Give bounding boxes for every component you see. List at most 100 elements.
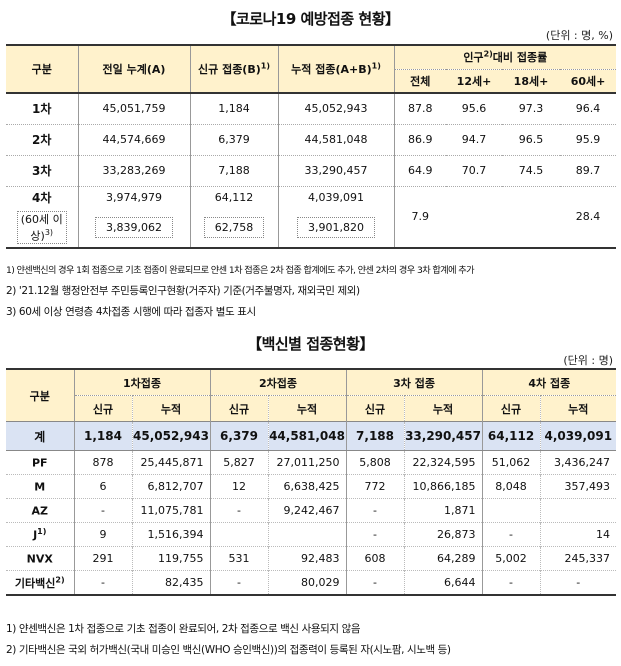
cell: 5,827 <box>209 450 269 475</box>
cell <box>539 498 617 523</box>
row-label: J1) <box>6 522 74 547</box>
header-dose-4: 4차 접종 <box>481 368 617 396</box>
cell: 119,755 <box>131 546 211 571</box>
header-cumulative: 누적 접종(A+B)1) <box>277 44 394 94</box>
row-label: AZ <box>6 498 74 523</box>
cell-r60: 95.9 <box>560 123 617 155</box>
row-label: 기타백신2) <box>6 570 74 596</box>
cell <box>209 522 269 547</box>
cell: 7,188 <box>345 421 405 451</box>
cell-r12: 70.7 <box>446 154 502 186</box>
cell-prev: 33,283,269 <box>77 154 190 186</box>
cell-r18: 74.5 <box>502 154 560 186</box>
cell: 772 <box>345 474 405 499</box>
cell: 3,436,247 <box>539 450 617 475</box>
cell: 6,379 <box>209 421 269 451</box>
cell: 531 <box>209 546 269 571</box>
cell <box>481 498 541 523</box>
cell: 9 <box>73 522 132 547</box>
header-ratio-60: 60세+ <box>560 68 617 94</box>
cell-cum: 44,581,048 <box>277 123 394 155</box>
cell: 1,871 <box>403 498 483 523</box>
note-2: 2) '21.12월 행정안전부 주민등록인구현황(거주자) 기준(거주불명자,… <box>6 285 360 297</box>
cell: 64,289 <box>403 546 483 571</box>
row-label: 4차 <box>6 185 78 208</box>
cell: 11,075,781 <box>131 498 211 523</box>
header-dose-1: 1차접종 <box>73 368 211 396</box>
cell: 33,290,457 <box>403 421 483 451</box>
cell: 14 <box>539 522 617 547</box>
cell: 22,324,595 <box>403 450 483 475</box>
vaccine-type-title: 【백신별 접종현황】 <box>247 335 374 353</box>
cell: - <box>481 570 541 596</box>
cell-r60: 89.7 <box>560 154 617 186</box>
cell: 64,112 <box>481 421 541 451</box>
cell: 608 <box>345 546 405 571</box>
cell: 6,644 <box>403 570 483 596</box>
cell-new: 64,112 <box>189 185 278 208</box>
cell-r18: 97.3 <box>518 102 544 116</box>
cell-all: 64.9 <box>393 154 446 186</box>
header-new: 신규 <box>345 395 405 422</box>
vaccine-type-table: 구분 1차접종 2차접종 3차 접종 4차 접종 신규 누적 신규 누적 신규 … <box>6 368 617 596</box>
row-label: 2차 <box>6 123 78 155</box>
header-ratio-18: 18세+ <box>502 68 560 94</box>
cell: - <box>345 498 405 523</box>
table-row: M 6 6,812,707 12 6,638,425 772 10,866,18… <box>6 474 617 499</box>
cell: 25,445,871 <box>131 450 211 475</box>
table-row: 2차 44,574,669 6,379 44,581,048 86.9 94.7… <box>6 123 617 155</box>
row-label: PF <box>31 456 48 470</box>
header-category: 구분 <box>6 44 78 94</box>
header-ratio-all: 전체 <box>393 68 446 94</box>
cell: - <box>209 498 269 523</box>
row-label: NVX <box>6 546 74 571</box>
cell: 5,808 <box>345 450 405 475</box>
cell: - <box>73 570 132 596</box>
cell: 92,483 <box>267 546 347 571</box>
row-label: M <box>6 474 74 499</box>
cell-prev: 44,574,669 <box>77 123 190 155</box>
cell: 6,638,425 <box>267 474 347 499</box>
cell-r12 <box>446 185 502 249</box>
header-dose-2: 2차접종 <box>209 368 347 396</box>
cell: - <box>481 522 541 547</box>
cell-cum: 45,052,943 <box>277 93 394 124</box>
header-cum: 누적 <box>267 395 347 422</box>
cell-all: 86.9 <box>393 123 446 155</box>
cell: - <box>345 522 405 547</box>
cell <box>267 522 347 547</box>
cell-new: 62,758 <box>189 208 278 249</box>
header-category-2: 구분 <box>6 368 74 422</box>
cell: 1,184 <box>73 421 132 451</box>
cell: 878 <box>73 450 132 475</box>
header-prev-cumulative: 전일 누계(A) <box>77 44 190 94</box>
header-ratio: 인구2)대비 접종률 <box>393 44 617 69</box>
table-row: PF 878 25,445,871 5,827 27,011,250 5,808… <box>6 450 617 475</box>
table-row: AZ - 11,075,781 - 9,242,467 - 1,871 <box>6 498 617 523</box>
vaccination-status-table: 구분 전일 누계(A) 신규 접종(B)1) 누적 접종(A+B)1) 인구2)… <box>6 44 617 249</box>
header-cum: 누적 <box>403 395 483 422</box>
cell-new: 7,188 <box>189 154 278 186</box>
cell-cum: 33,290,457 <box>277 154 394 186</box>
cell-r18 <box>502 185 560 249</box>
cell-r60: 28.4 <box>560 185 617 249</box>
table-row-total: 계 1,184 45,052,943 6,379 44,581,048 7,18… <box>6 421 617 451</box>
cell-prev: 3,839,062 <box>77 208 190 249</box>
cell-r18: 96.5 <box>502 123 560 155</box>
cell: 357,493 <box>539 474 617 499</box>
table-row: NVX 291 119,755 531 92,483 608 64,289 5,… <box>6 546 617 571</box>
cell-new: 6,379 <box>189 123 278 155</box>
cell: 6,812,707 <box>131 474 211 499</box>
cell: 80,029 <box>267 570 347 596</box>
header-new: 신규 <box>209 395 269 422</box>
header-new: 신규 <box>481 395 541 422</box>
row-label: 1차 <box>32 102 52 117</box>
cell: 6 <box>73 474 132 499</box>
cell: 27,011,250 <box>267 450 347 475</box>
vaccination-status-title: 【코로나19 예방접종 현황】 <box>221 10 400 28</box>
header-new: 신규 접종(B)1) <box>189 44 278 94</box>
cell: 4,039,091 <box>539 421 617 451</box>
cell: 8,048 <box>481 474 541 499</box>
header-ratio-12: 12세+ <box>446 68 502 94</box>
cell: 26,873 <box>403 522 483 547</box>
